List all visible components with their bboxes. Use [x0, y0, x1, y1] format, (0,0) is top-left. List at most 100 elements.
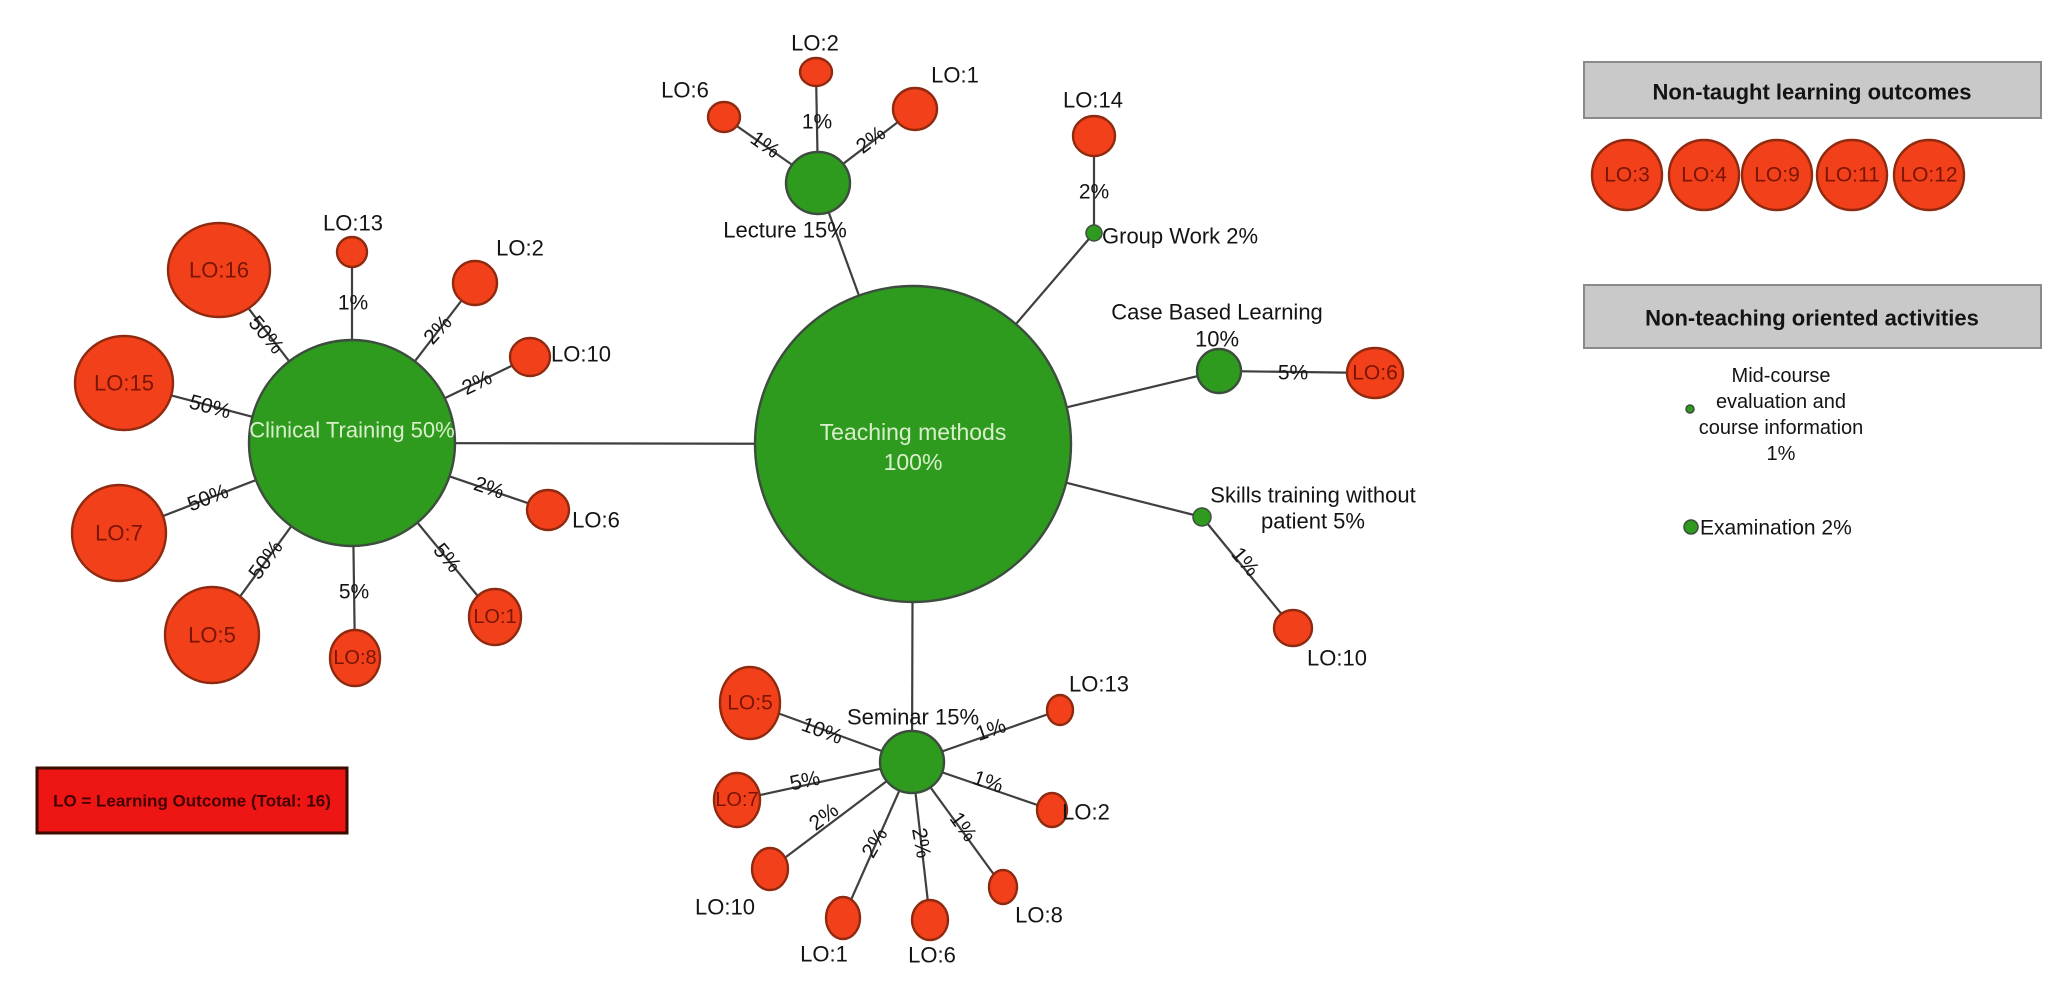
lo13-ct-label: LO:13	[323, 211, 383, 236]
lecture-label: Lecture 15%	[723, 218, 847, 243]
lo13-ct-node	[335, 235, 369, 269]
lo9-panel-node	[1740, 138, 1814, 212]
lo6-lec-node	[706, 100, 742, 134]
lo15-ct-node-text: LO:15	[94, 371, 154, 396]
skills-training-label-line-1: patient 5%	[1261, 509, 1365, 534]
lo-legend-text: LO = Learning Outcome (Total: 16)	[53, 792, 331, 811]
skills-training-label-line-0: Skills training without	[1210, 483, 1415, 508]
lo6-lec-label: LO:6	[661, 78, 709, 103]
edge-label-8: 50%	[184, 480, 231, 517]
lo1-sem-node	[824, 895, 862, 941]
lo5-ct-node	[163, 585, 261, 685]
case-based-learning-label-line-1: 10%	[1195, 327, 1239, 352]
edge-label-3: 2%	[458, 366, 495, 400]
teaching-methods-node	[753, 284, 1073, 604]
group-work-label: Group Work 2%	[1102, 224, 1258, 249]
edge-label-19: 2%	[857, 824, 892, 862]
edge-label-14: 5%	[1278, 362, 1308, 385]
seminar-label: Seminar 15%	[847, 705, 979, 730]
case-based-learning-node	[1195, 347, 1243, 395]
lo4-panel-node-text: LO:4	[1681, 164, 1727, 187]
lo12-panel-node-text: LO:12	[1900, 164, 1957, 187]
lo9-panel-node-text: LO:9	[1754, 164, 1800, 187]
edge-label-1: 1%	[338, 292, 368, 315]
edge-label-13: 2%	[1079, 181, 1109, 204]
lo2-sem-label: LO:2	[1062, 800, 1110, 825]
lo1-ct-node	[467, 587, 523, 647]
lo10-skills-label: LO:10	[1307, 646, 1367, 671]
edge-line-21	[1201, 516, 1294, 629]
lo8-sem-label: LO:8	[1015, 903, 1063, 928]
lo11-panel-node	[1815, 138, 1889, 212]
lo5-sem-node-text: LO:5	[727, 692, 773, 715]
mid-course-label-line-2: course information	[1699, 417, 1864, 439]
lo1-sem-label: LO:1	[800, 942, 848, 967]
lo4-panel-node	[1667, 138, 1741, 212]
lo5-sem-node	[718, 665, 782, 741]
examination-node	[1683, 519, 1699, 535]
case-based-learning-label-line-0: Case Based Learning	[1111, 300, 1323, 325]
edge-label-2: 2%	[419, 311, 456, 349]
edge-label-4: 2%	[471, 472, 507, 504]
lo6-ct-label: LO:6	[572, 508, 620, 533]
lo8-sem-node	[987, 868, 1019, 906]
lo2-lec-node	[798, 56, 834, 88]
lo2-sem-node	[1035, 791, 1069, 829]
lecture-node	[784, 150, 852, 216]
non-taught-outcomes-box	[1583, 61, 2042, 119]
teaching-methods-label-line-1: 100%	[884, 449, 943, 475]
edge-label-9: 50%	[187, 390, 234, 423]
mid-course-node	[1685, 404, 1695, 414]
lo13-sem-node	[1045, 693, 1075, 727]
lo3-panel-node-text: LO:3	[1604, 164, 1650, 187]
lo2-ct-node	[451, 259, 499, 307]
edge-label-15: 1%	[1226, 543, 1263, 581]
lo15-ct-node	[73, 334, 175, 432]
lo10-sem-node	[750, 846, 790, 892]
lo8-ct-node	[328, 628, 382, 688]
lo6-sem-label: LO:6	[908, 943, 956, 968]
non-teaching-activities-title: Non-teaching oriented activities	[1645, 306, 1979, 331]
lo10-skills-node	[1272, 608, 1314, 648]
lo-legend-box	[35, 766, 349, 835]
skills-training-node	[1192, 507, 1212, 527]
lo7-ct-node-text: LO:7	[95, 521, 143, 546]
clinical-training-label: Clinical Training 50%	[249, 418, 454, 443]
lo10-ct-node	[508, 336, 552, 378]
lo2-lec-label: LO:2	[791, 31, 839, 56]
edge-label-5: 5%	[428, 539, 465, 577]
edge-label-10: 1%	[746, 127, 784, 163]
lo10-sem-label: LO:10	[695, 895, 755, 920]
edge-label-6: 5%	[339, 581, 369, 604]
lo6-cbl-node-text: LO:6	[1352, 362, 1398, 385]
lo6-sem-node	[910, 898, 950, 942]
lo2-ct-label: LO:2	[496, 236, 544, 261]
lo10-ct-label: LO:10	[551, 342, 611, 367]
non-teaching-activities-box	[1583, 284, 2042, 349]
group-work-node	[1085, 224, 1103, 242]
lo1-lec-node	[891, 86, 939, 132]
edge-label-17: 5%	[788, 767, 822, 796]
seminar-node	[878, 729, 946, 795]
lo1-ct-node-text: LO:1	[473, 606, 516, 628]
lo11-panel-node-text: LO:11	[1824, 164, 1880, 187]
teaching-methods-label-line-0: Teaching methods	[820, 419, 1007, 445]
lo7-sem-node-text: LO:7	[715, 789, 758, 811]
lo13-sem-label: LO:13	[1069, 672, 1129, 697]
edge-label-7: 50%	[244, 536, 287, 584]
mid-course-label-line-1: evaluation and	[1716, 391, 1846, 413]
non-taught-outcomes-title: Non-taught learning outcomes	[1653, 80, 1972, 105]
mid-course-label-line-3: 1%	[1767, 443, 1796, 465]
lo3-panel-node	[1590, 138, 1664, 212]
lo16-ct-node	[166, 221, 272, 319]
edge-label-18: 2%	[805, 799, 843, 836]
edge-label-16: 10%	[798, 713, 845, 749]
lo6-cbl-node	[1345, 346, 1405, 400]
lo14-gw-node	[1071, 114, 1117, 158]
lo8-ct-node-text: LO:8	[333, 647, 376, 669]
lo1-lec-label: LO:1	[931, 63, 979, 88]
edge-label-20: 2%	[907, 826, 935, 860]
examination-label: Examination 2%	[1700, 517, 1852, 540]
lo7-ct-node	[70, 483, 168, 583]
